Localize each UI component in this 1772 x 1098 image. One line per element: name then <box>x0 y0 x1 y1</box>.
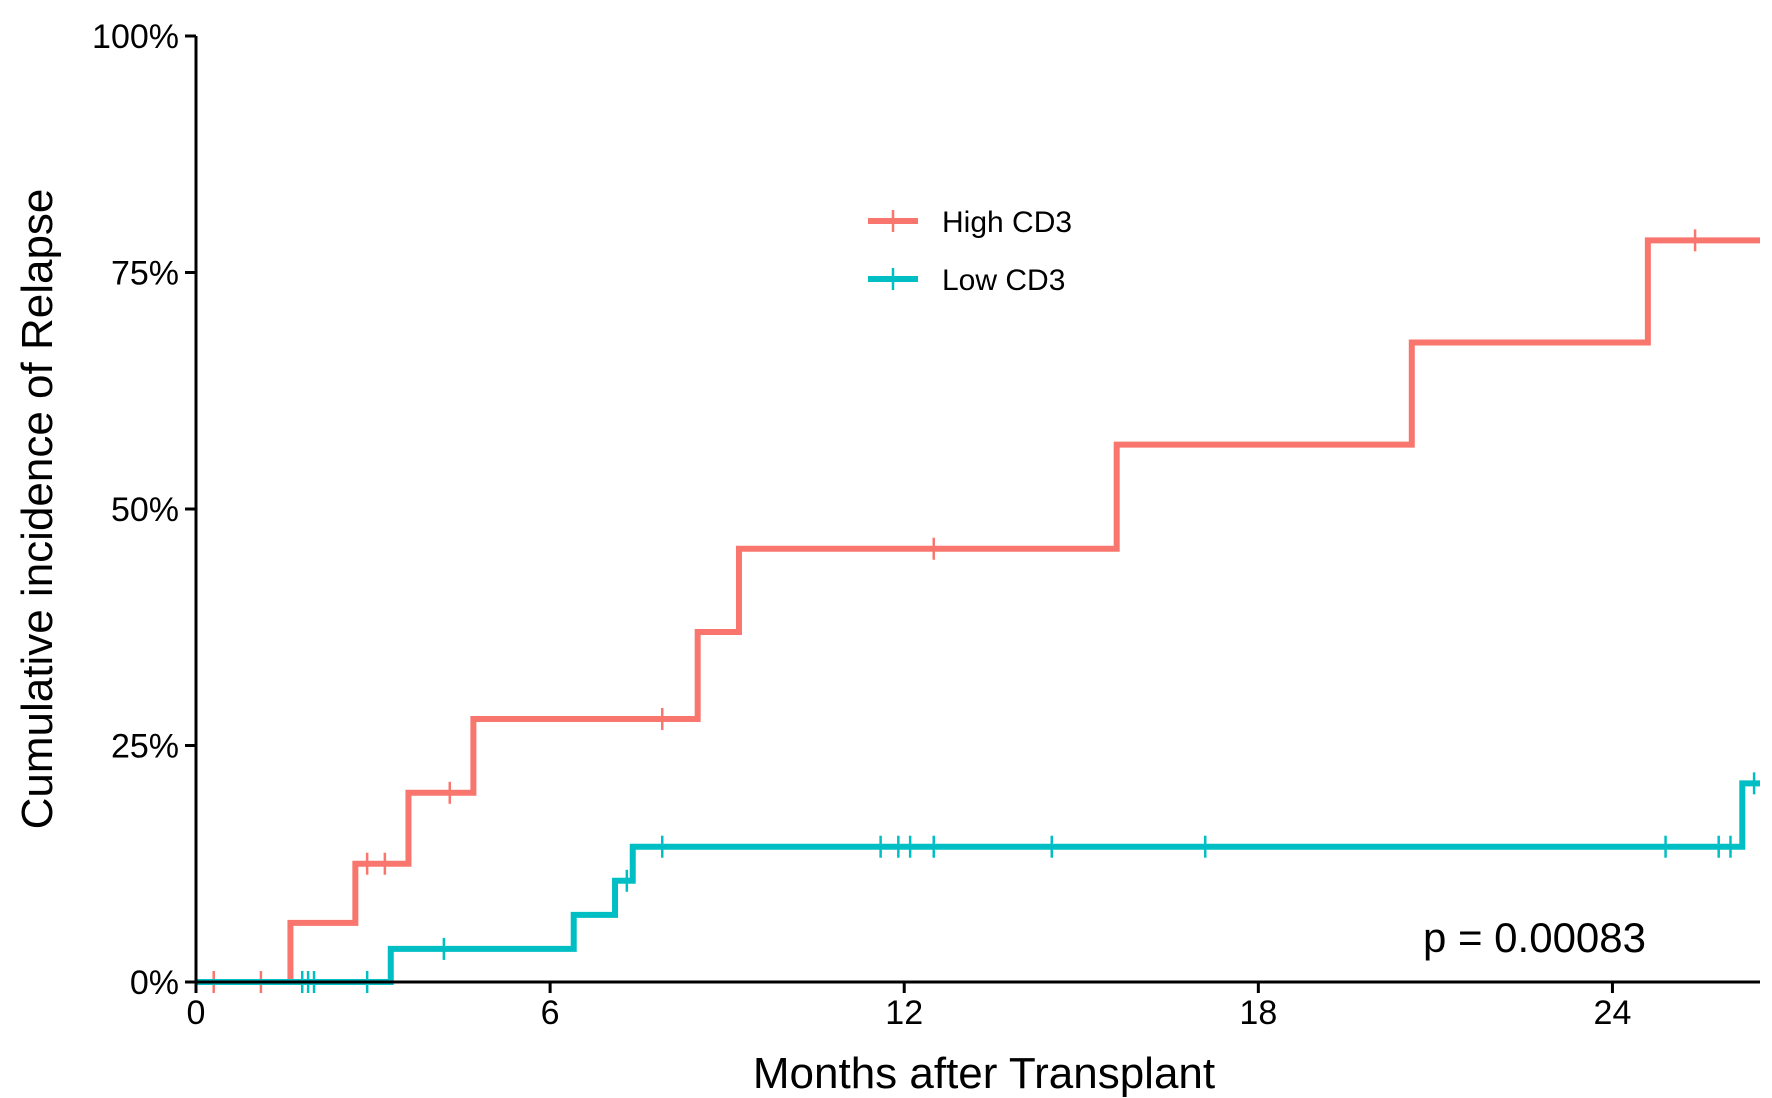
legend-item: Low CD3 <box>868 264 1065 297</box>
series-layer <box>196 229 1760 993</box>
y-tick-label: 50% <box>111 491 179 529</box>
y-tick-label: 100% <box>92 18 179 56</box>
x-tick-label: 0 <box>187 994 206 1032</box>
legend-item: High CD3 <box>868 206 1072 239</box>
legend: High CD3 Low CD3 <box>868 206 1072 297</box>
x-ticks: 0 6 12 18 24 <box>187 982 1632 1032</box>
p-value-annotation: p = 0.00083 <box>1423 914 1646 961</box>
series-high-cd3 <box>196 229 1760 993</box>
legend-label: Low CD3 <box>942 264 1065 297</box>
y-tick-label: 25% <box>111 728 179 766</box>
series-line-high-cd3 <box>196 237 1760 985</box>
x-axis-title: Months after Transplant <box>753 1049 1215 1098</box>
y-axis-title: Cumulative incidence of Relapse <box>13 189 62 830</box>
x-tick-label: 12 <box>885 994 923 1032</box>
y-tick-label: 75% <box>111 255 179 293</box>
x-tick-label: 6 <box>541 994 560 1032</box>
y-ticks: 0% 25% 50% 75% 100% <box>92 18 196 1002</box>
x-tick-label: 24 <box>1594 994 1632 1032</box>
y-tick-label: 0% <box>130 964 179 1002</box>
series-line-low-cd3 <box>196 780 1760 985</box>
legend-label: High CD3 <box>942 206 1072 239</box>
x-tick-label: 18 <box>1239 994 1277 1032</box>
